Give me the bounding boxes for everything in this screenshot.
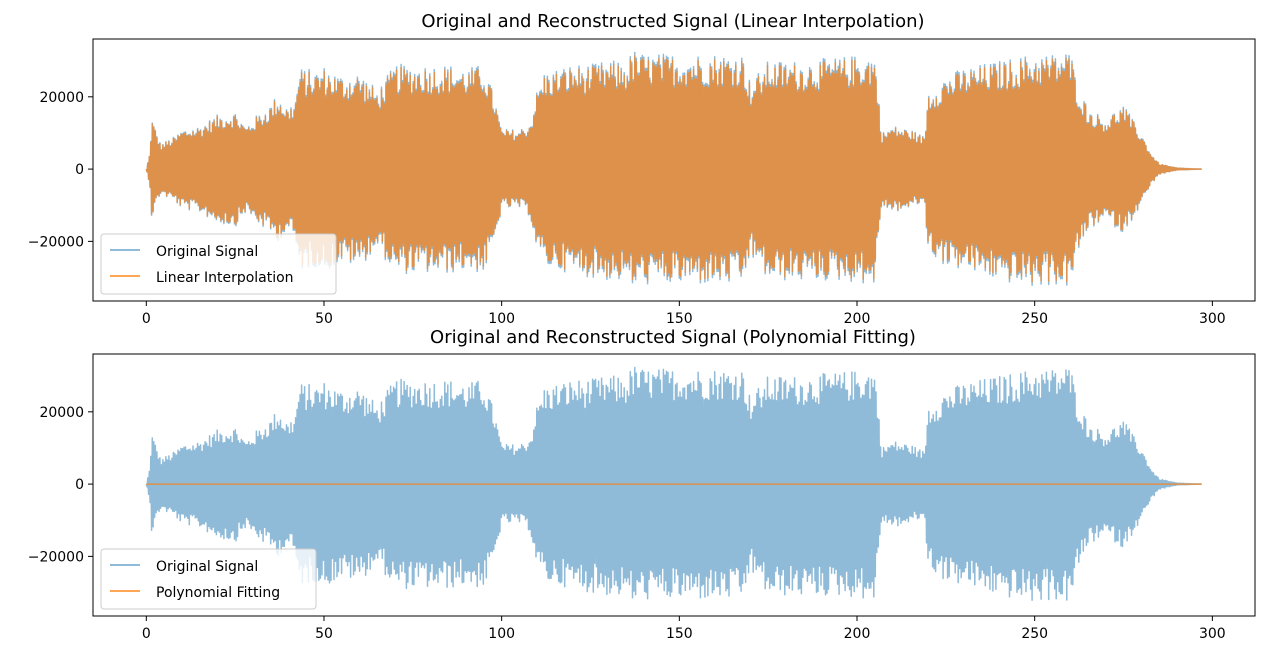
y-axis: 20000 0 −20000 [28,405,93,565]
series-line-reconstructed [145,55,1202,283]
subplot-polynomial-fitting: Original and Reconstructed Signal (Polyn… [28,327,1256,642]
x-tick-label: 50 [315,311,333,327]
y-tick-label: 0 [75,162,84,178]
x-tick-label: 100 [488,626,515,642]
legend: Original Signal Linear Interpolation [100,233,337,295]
x-tick-label: 100 [488,311,515,327]
x-axis: 0 50 100 150 200 250 300 [142,301,1226,327]
x-tick-label: 250 [1021,626,1048,642]
legend: Original Signal Polynomial Fitting [100,548,317,610]
x-tick-label: 250 [1021,311,1048,327]
x-tick-label: 0 [142,311,151,327]
series-line-original [145,366,1202,601]
x-tick-label: 200 [844,626,871,642]
legend-label-original: Original Signal [156,559,258,575]
x-tick-label: 300 [1199,626,1226,642]
subplot-linear-interpolation: Original and Reconstructed Signal (Linea… [28,11,1256,327]
axes-frame [92,38,1256,302]
y-tick-label: −20000 [28,549,84,565]
legend-box [100,233,337,295]
x-tick-label: 150 [666,626,693,642]
axes-frame [92,353,1256,617]
x-tick-label: 150 [666,311,693,327]
y-tick-label: 0 [75,477,84,493]
x-axis: 0 50 100 150 200 250 300 [142,616,1226,642]
legend-box [100,548,317,610]
plot-area [145,366,1202,601]
x-tick-label: 300 [1199,311,1226,327]
y-tick-label: −20000 [28,234,84,250]
plot-area [145,51,1202,286]
x-tick-label: 200 [844,311,871,327]
legend-label-linear: Linear Interpolation [156,270,294,286]
y-tick-label: 20000 [39,405,84,421]
legend-label-polynomial: Polynomial Fitting [156,585,280,601]
y-tick-label: 20000 [39,90,84,106]
legend-label-original: Original Signal [156,244,258,260]
x-tick-label: 50 [315,626,333,642]
chart-title: Original and Reconstructed Signal (Polyn… [430,327,916,348]
chart-title: Original and Reconstructed Signal (Linea… [421,11,924,32]
x-tick-label: 0 [142,626,151,642]
y-axis: 20000 0 −20000 [28,90,93,250]
